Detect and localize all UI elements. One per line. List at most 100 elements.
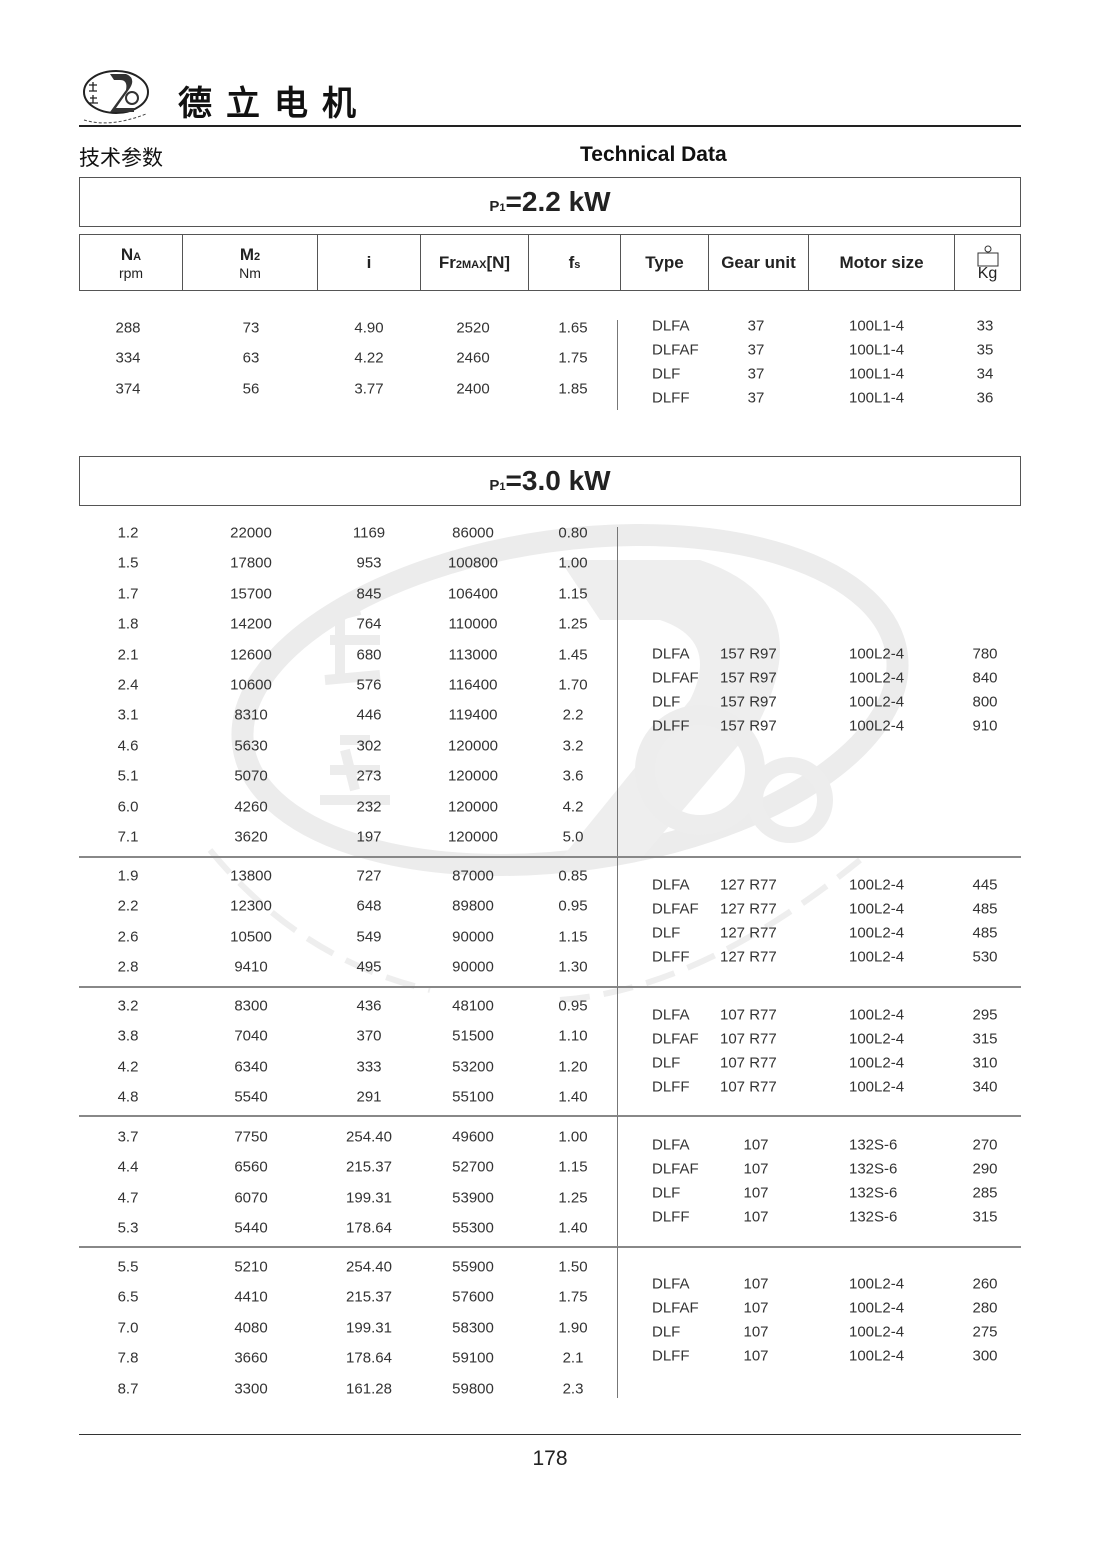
ratio: 161.28 <box>346 1380 392 1398</box>
output-torque: 5440 <box>234 1219 268 1237</box>
motor-size: 100L2-4 <box>849 900 905 918</box>
ratio: 232 <box>356 798 382 816</box>
output-torque: 5070 <box>234 767 268 785</box>
service-factor: 1.25 <box>558 615 588 633</box>
radial-load: 51500 <box>452 1027 494 1045</box>
radial-load: 110000 <box>448 615 498 633</box>
group-divider <box>79 986 1021 988</box>
output-torque: 3300 <box>234 1380 268 1398</box>
output-speed: 334 <box>115 349 141 367</box>
header-rule <box>79 125 1021 127</box>
type: DLFAF <box>652 1299 699 1317</box>
gear-unit: 37 <box>747 389 765 407</box>
weight: 295 <box>972 1006 998 1024</box>
motor-size: 100L2-4 <box>849 717 905 735</box>
service-factor: 0.85 <box>558 867 588 885</box>
gear-unit: 37 <box>747 365 765 383</box>
radial-load: 120000 <box>447 767 499 785</box>
service-factor: 1.40 <box>558 1219 588 1237</box>
ratio: 845 <box>356 585 382 603</box>
power-value: =2.2 kW <box>505 186 611 217</box>
ratio: 680 <box>356 646 382 664</box>
weight: 33 <box>976 317 994 335</box>
radial-load: 113000 <box>448 646 498 664</box>
output-torque: 6340 <box>234 1058 268 1076</box>
type: DLFAF <box>652 341 699 359</box>
brand-name: 德立电机 <box>178 84 370 124</box>
output-speed: 2.2 <box>117 897 139 915</box>
service-factor: 0.80 <box>558 524 588 542</box>
type: DLF <box>652 924 681 942</box>
col-fs: fs <box>529 235 621 290</box>
motor-size: 100L2-4 <box>849 1054 905 1072</box>
weight: 280 <box>972 1299 998 1317</box>
radial-load: 55100 <box>452 1088 494 1106</box>
output-speed: 5.5 <box>117 1258 139 1276</box>
output-torque: 3620 <box>234 828 268 846</box>
power-sub: 1 <box>499 481 506 493</box>
output-speed: 2.8 <box>117 958 139 976</box>
gear-unit: 127 R77 <box>720 876 777 894</box>
service-factor: 1.90 <box>558 1319 588 1337</box>
radial-load: 89800 <box>452 897 494 915</box>
group-divider <box>79 856 1021 858</box>
gear-unit: 157 R97 <box>720 669 777 687</box>
radial-load: 55900 <box>452 1258 494 1276</box>
ratio: 4.90 <box>354 319 384 337</box>
radial-load: 48100 <box>452 997 494 1015</box>
ratio: 549 <box>356 928 382 946</box>
type: DLF <box>652 365 681 383</box>
ratio: 215.37 <box>346 1158 392 1176</box>
motor-size: 100L2-4 <box>849 1323 905 1341</box>
ratio: 370 <box>356 1027 382 1045</box>
output-speed: 1.9 <box>117 867 139 885</box>
weight: 300 <box>972 1347 998 1365</box>
output-torque: 17800 <box>230 554 272 572</box>
output-speed: 1.2 <box>117 524 139 542</box>
weight: 340 <box>972 1078 998 1096</box>
col-gear-unit: Gear unit <box>709 235 809 290</box>
output-torque: 3660 <box>234 1349 268 1367</box>
weight: 445 <box>972 876 998 894</box>
gear-unit: 107 <box>743 1184 769 1202</box>
output-speed: 6.0 <box>117 798 139 816</box>
col-fr2max: Fr2MAX[N] <box>421 235 529 290</box>
ratio: 199.31 <box>346 1189 392 1207</box>
radial-load: 120000 <box>447 737 499 755</box>
type: DLFAF <box>652 1030 699 1048</box>
output-torque: 7750 <box>234 1128 268 1146</box>
output-torque: 14200 <box>230 615 272 633</box>
type: DLF <box>652 1054 681 1072</box>
ratio: 333 <box>356 1058 382 1076</box>
type: DLFF <box>652 389 690 407</box>
weight: 780 <box>972 645 998 663</box>
weight: 800 <box>972 693 998 711</box>
gear-unit: 157 R97 <box>720 693 777 711</box>
output-torque: 5630 <box>234 737 268 755</box>
radial-load: 2460 <box>456 349 490 367</box>
service-factor: 1.45 <box>558 646 588 664</box>
service-factor: 1.85 <box>558 380 588 398</box>
radial-load: 55300 <box>452 1219 494 1237</box>
output-torque: 12600 <box>230 646 272 664</box>
col-m2: M2 Nm <box>183 235 318 290</box>
output-torque: 15700 <box>230 585 272 603</box>
service-factor: 1.30 <box>558 958 588 976</box>
output-torque: 4410 <box>234 1288 268 1306</box>
service-factor: 1.15 <box>558 585 588 603</box>
ratio: 197 <box>356 828 382 846</box>
type: DLF <box>652 1184 681 1202</box>
type: DLFAF <box>652 900 699 918</box>
motor-size: 100L2-4 <box>849 1030 905 1048</box>
radial-load: 106400 <box>447 585 499 603</box>
motor-size: 100L1-4 <box>849 365 905 383</box>
output-speed: 7.1 <box>117 828 139 846</box>
weight: 270 <box>972 1136 998 1154</box>
cn-title: 技术参数 <box>79 147 163 170</box>
output-torque: 73 <box>242 319 260 337</box>
motor-size: 132S-6 <box>849 1136 898 1154</box>
type: DLFA <box>652 317 690 335</box>
column-divider <box>617 987 618 1116</box>
service-factor: 1.75 <box>558 1288 588 1306</box>
service-factor: 5.0 <box>562 828 584 846</box>
